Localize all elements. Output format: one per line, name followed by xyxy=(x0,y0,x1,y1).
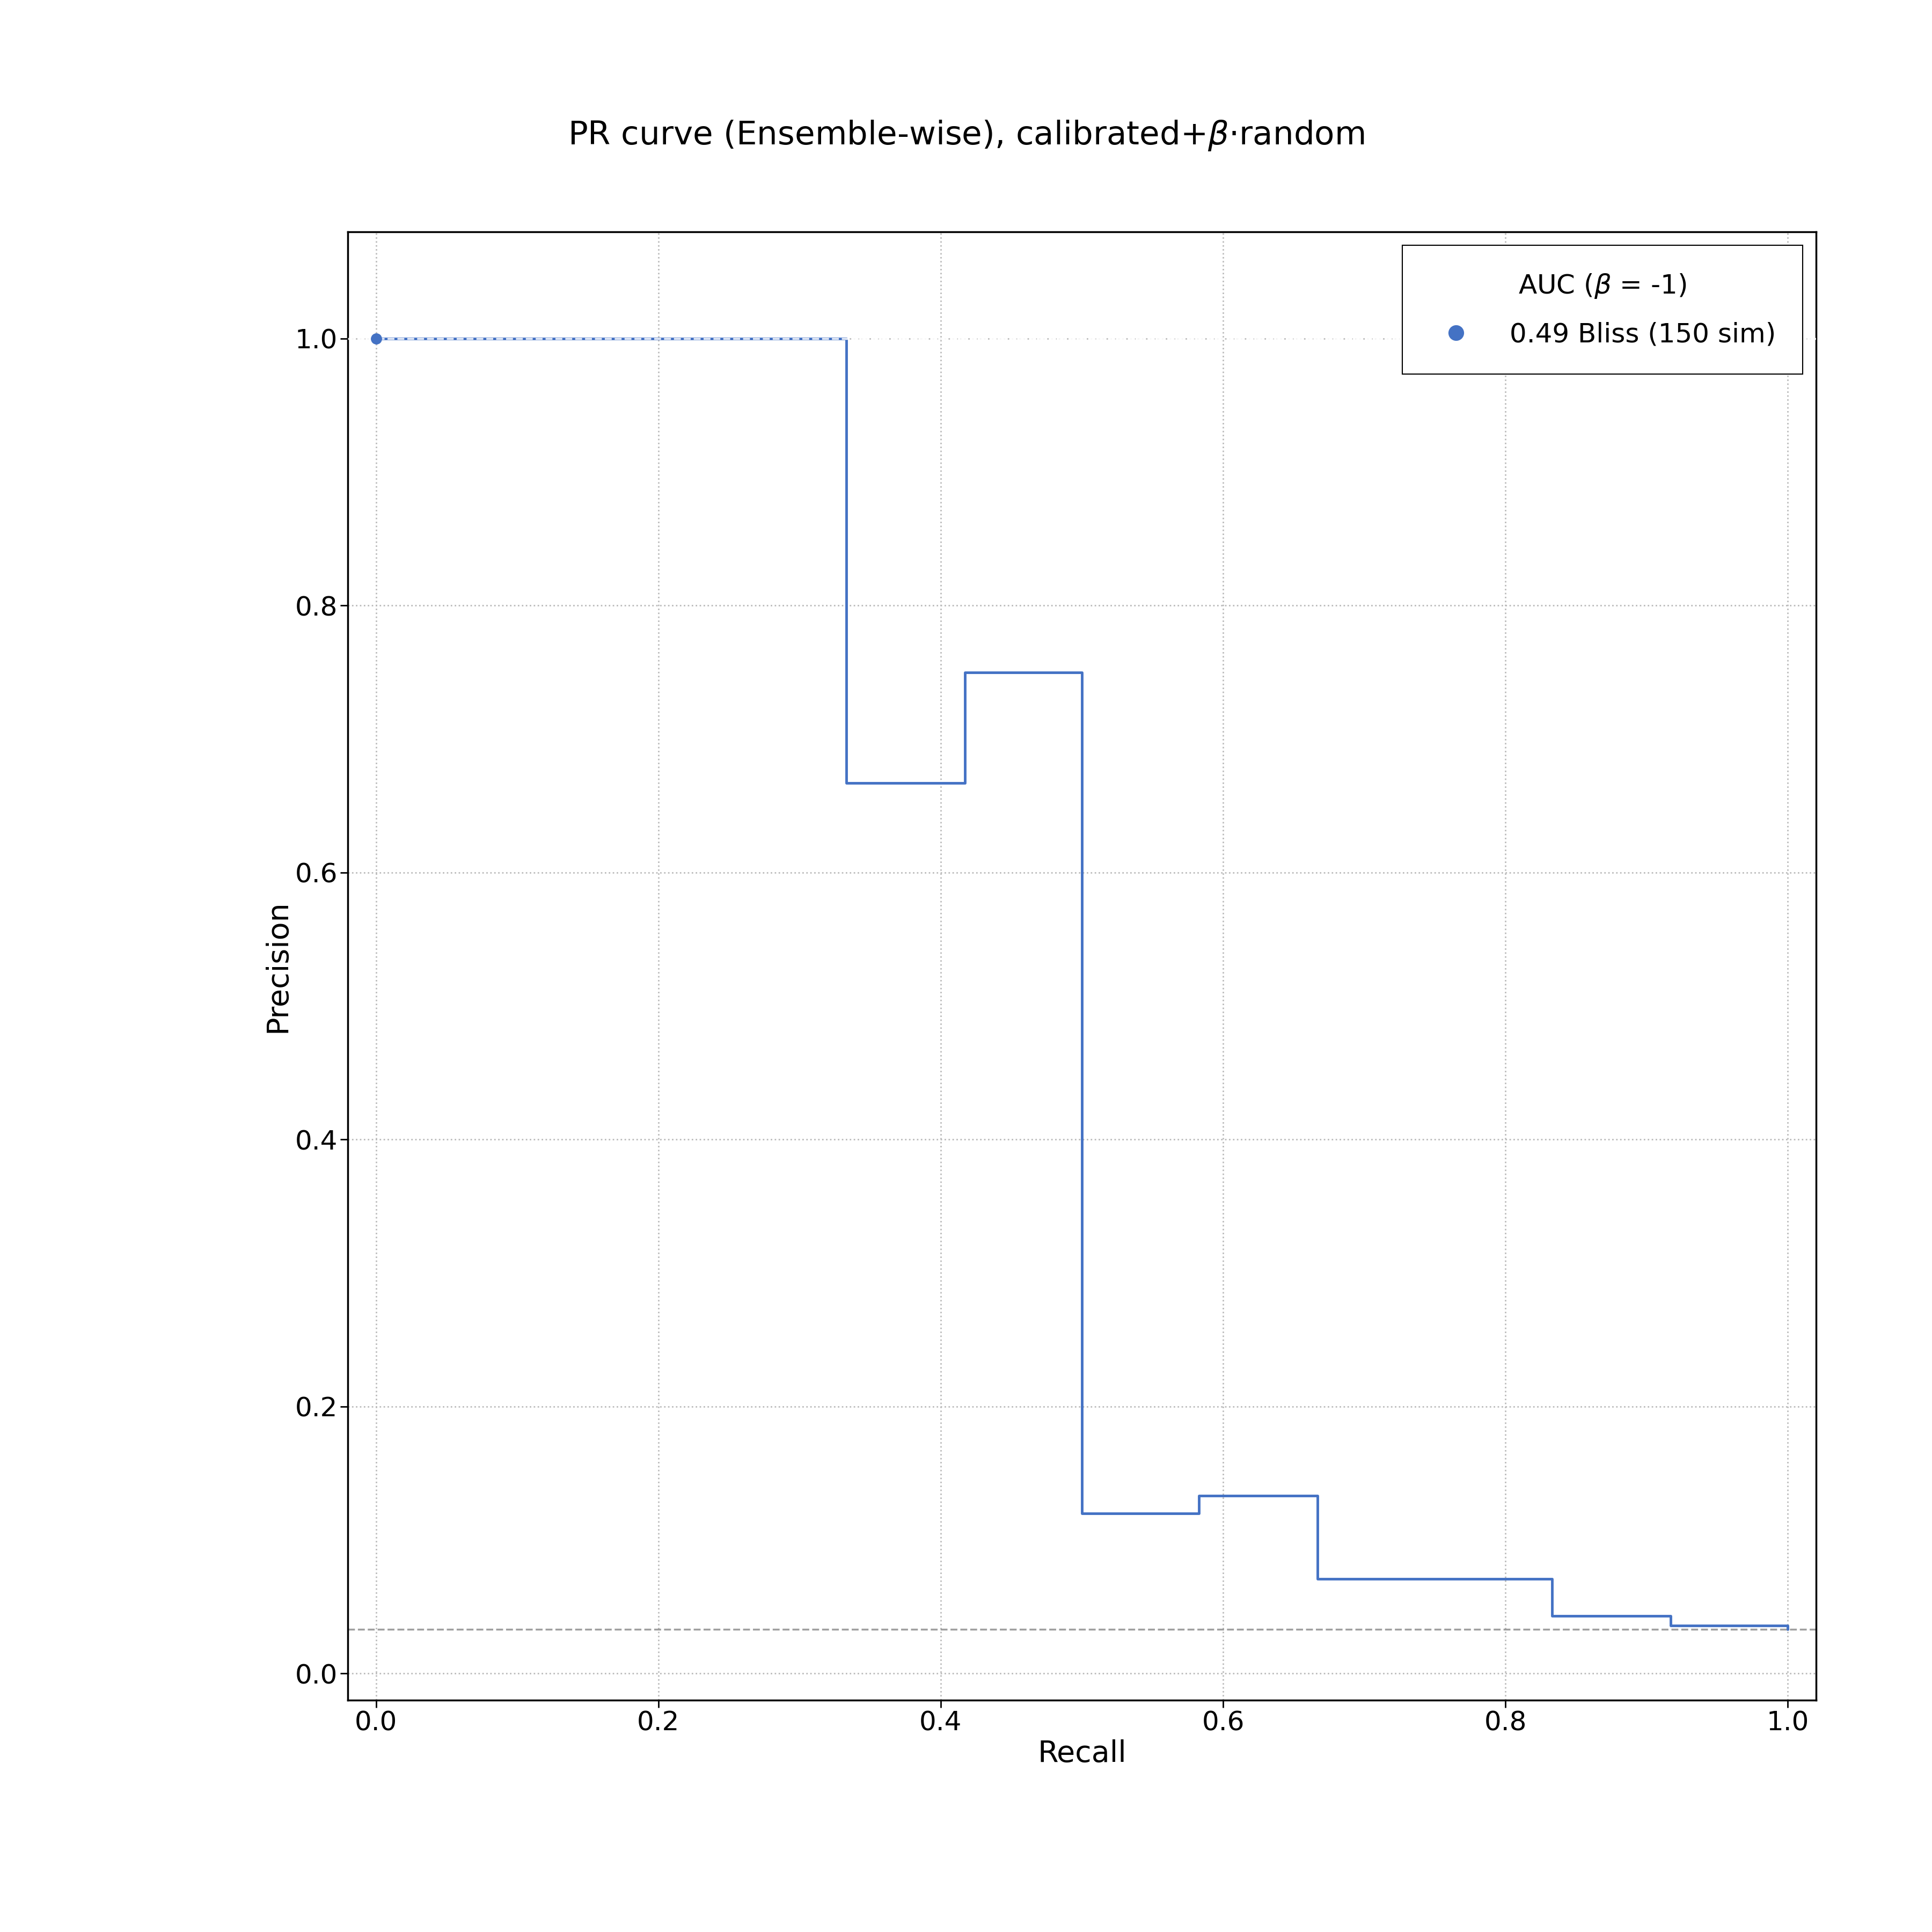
X-axis label: Recall: Recall xyxy=(1037,1739,1126,1768)
Y-axis label: Precision: Precision xyxy=(263,900,292,1032)
Legend: 0.49 Bliss (150 sim): 0.49 Bliss (150 sim) xyxy=(1403,245,1803,375)
Text: PR curve (Ensemble-wise), calibrated+$\beta$·random: PR curve (Ensemble-wise), calibrated+$\b… xyxy=(568,118,1364,153)
